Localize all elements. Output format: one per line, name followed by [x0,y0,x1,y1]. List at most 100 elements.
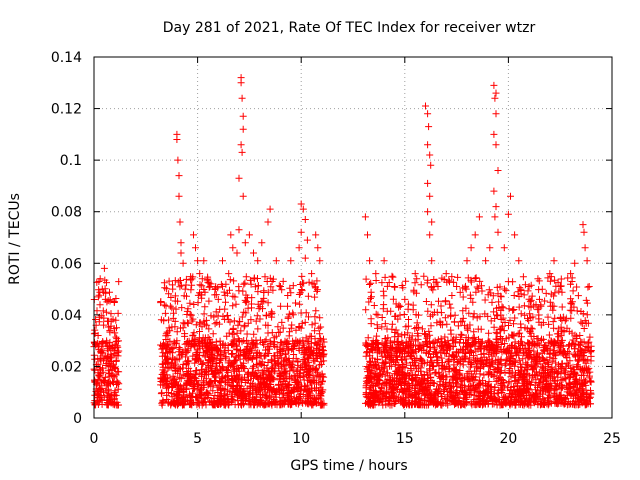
roti-point [426,192,434,200]
roti-point [165,290,173,298]
roti-point [501,340,509,348]
roti-point [394,361,402,369]
roti-point [187,397,195,404]
roti-point [535,341,543,349]
roti-point [459,293,467,301]
roti-point [492,203,500,211]
roti-point [424,110,432,118]
roti-point [558,383,566,391]
roti-point [192,367,200,375]
roti-point [176,277,184,284]
roti-point [492,89,500,97]
roti-point [570,351,578,359]
roti-point [301,361,309,369]
roti-point [518,379,526,387]
roti-point [221,291,229,299]
roti-point [280,374,288,382]
roti-point [115,337,122,345]
roti-point [177,281,185,289]
roti-point [499,377,507,385]
roti-point [232,300,240,308]
roti-point [585,283,593,290]
roti-point [96,384,104,392]
roti-point [545,339,553,347]
x-tick-label: 15 [396,431,414,447]
roti-point [179,259,187,267]
roti-point [510,292,518,299]
roti-point [107,380,114,388]
roti-point [563,386,571,394]
roti-point [394,337,402,345]
roti-point [165,316,173,324]
roti-point [380,363,388,371]
roti-point [464,274,472,282]
roti-point [179,364,187,372]
roti-point [376,366,384,374]
roti-point [576,365,584,373]
roti-point [229,292,237,300]
roti-point [437,302,445,310]
roti-point [490,81,498,89]
roti-point [279,324,287,332]
roti-point [547,379,555,387]
roti-point [308,270,316,278]
roti-point [287,257,295,265]
roti-point [175,381,182,389]
roti-point [515,356,523,364]
roti-point [238,94,246,102]
roti-point [107,362,114,370]
roti-point [555,287,563,295]
roti-point [306,367,314,375]
roti-point [293,378,301,386]
roti-point [320,347,327,355]
roti-point [490,187,498,195]
roti-point [158,389,166,397]
roti-point [452,389,460,396]
roti-point [296,366,304,374]
roti-point [255,305,263,313]
roti-point [426,365,433,373]
roti-point [195,340,203,348]
roti-point [161,309,169,317]
roti-point [255,380,263,388]
roti-point [297,228,305,236]
roti-point [280,345,288,353]
roti-point [220,391,228,399]
roti-point [237,141,245,149]
roti-point [228,389,236,397]
roti-point [213,362,221,370]
roti-point [158,399,166,407]
roti-point [383,282,391,290]
roti-point [252,317,260,325]
roti-point [216,347,224,355]
roti-point [493,304,501,312]
roti-point [420,386,428,394]
roti-point [184,345,192,353]
roti-point [502,287,510,295]
roti-point [565,341,573,349]
roti-point [245,231,253,239]
roti-point [239,112,247,120]
roti-point [230,277,238,285]
roti-point [497,386,505,394]
roti-point [545,331,553,339]
roti-point [235,287,243,295]
roti-point [269,363,277,371]
roti-point [255,349,263,357]
roti-point [544,394,552,402]
roti-point [528,292,536,300]
roti-point [207,312,215,320]
roti-point [450,318,458,326]
roti-point [166,337,174,345]
roti-point [452,368,460,376]
roti-point [390,283,398,290]
roti-point [237,327,245,335]
roti-point [367,294,374,302]
roti-point [387,344,395,352]
roti-point [480,371,488,379]
roti-point [424,307,432,315]
roti-point [194,299,202,307]
roti-point [233,346,241,354]
roti-point [364,334,372,342]
roti-point [499,304,507,312]
